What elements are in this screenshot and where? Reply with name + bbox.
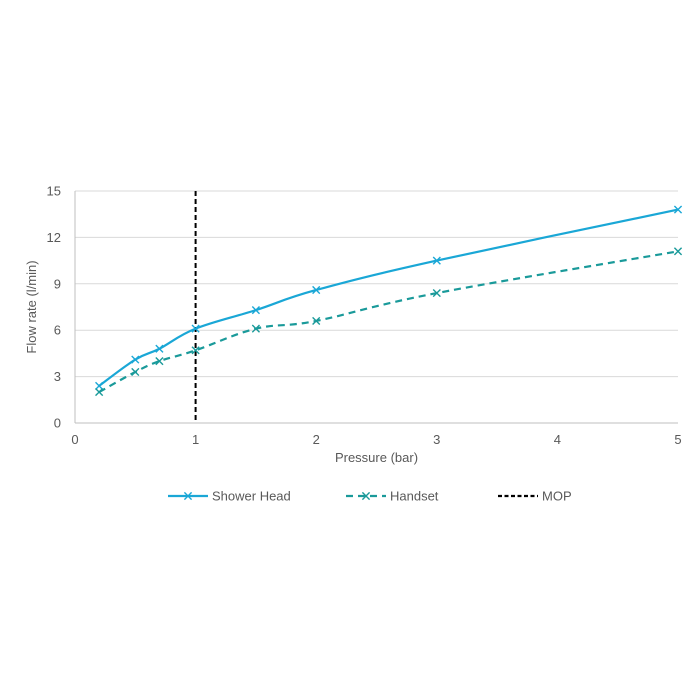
y-tick-labels: 0 3 6 9 12 15: [47, 184, 61, 431]
point-shower-head: [673, 205, 683, 214]
point-shower-head: [251, 305, 260, 315]
point-shower-head: [131, 355, 140, 364]
y-tick-label: 0: [54, 416, 61, 431]
y-axis-title: Flow rate (l/min): [24, 260, 39, 353]
legend-item-shower-head: Shower Head: [168, 489, 291, 504]
legend: Shower Head Handset MOP: [168, 489, 572, 504]
marker-stroke: [95, 381, 104, 390]
marker-stroke: [312, 316, 321, 326]
point-shower-head: [191, 324, 200, 333]
point-shower-head: [95, 381, 104, 390]
y-tick-label: 9: [54, 276, 61, 291]
marker-stroke: [131, 367, 140, 377]
marker-stroke: [183, 491, 193, 501]
marker-stroke: [673, 247, 683, 256]
point-handset: [131, 367, 140, 377]
point-handset: [191, 346, 200, 355]
legend-item-mop: MOP: [498, 489, 572, 504]
legend-marker-shower-head: [183, 491, 193, 501]
point-handset: [673, 247, 683, 256]
marker-stroke: [191, 346, 200, 355]
legend-item-handset: Handset: [346, 489, 439, 504]
x-tick-label: 4: [554, 432, 561, 447]
point-handset: [312, 316, 321, 326]
x-tick-label: 0: [71, 432, 78, 447]
point-shower-head: [155, 344, 164, 353]
point-handset: [432, 288, 441, 298]
legend-label-mop: MOP: [542, 489, 572, 504]
marker-stroke: [155, 357, 164, 366]
x-tick-label: 3: [433, 432, 440, 447]
axes: [74, 191, 678, 424]
y-tick-label: 15: [47, 184, 61, 199]
x-tick-label: 5: [674, 432, 681, 447]
marker-stroke: [131, 355, 140, 364]
marker-stroke: [191, 324, 200, 333]
series-line-shower-head: [98, 208, 679, 387]
gridlines: [75, 190, 678, 378]
y-tick-label: 6: [54, 323, 61, 338]
x-tick-label: 2: [313, 432, 320, 447]
marker-stroke: [312, 285, 321, 295]
x-tick-label: 1: [192, 432, 199, 447]
series-markers: [95, 205, 683, 397]
marker-stroke: [361, 491, 371, 501]
point-handset: [155, 357, 164, 366]
legend-marker-handset: [361, 491, 371, 501]
marker-stroke: [95, 387, 104, 397]
marker-stroke: [673, 205, 683, 214]
marker-stroke: [251, 305, 260, 315]
point-shower-head: [432, 256, 441, 265]
point-shower-head: [312, 285, 321, 295]
point-handset: [251, 324, 260, 333]
point-handset: [95, 387, 104, 397]
x-tick-labels: 0 1 2 3 4 5: [71, 432, 681, 447]
marker-stroke: [432, 256, 441, 265]
x-axis-title: Pressure (bar): [335, 450, 418, 465]
legend-label-shower-head: Shower Head: [212, 489, 291, 504]
marker-stroke: [251, 324, 260, 333]
legend-label-handset: Handset: [390, 489, 439, 504]
marker-stroke: [432, 288, 441, 298]
y-tick-label: 3: [54, 369, 61, 384]
marker-stroke: [155, 344, 164, 353]
y-tick-label: 12: [47, 230, 61, 245]
